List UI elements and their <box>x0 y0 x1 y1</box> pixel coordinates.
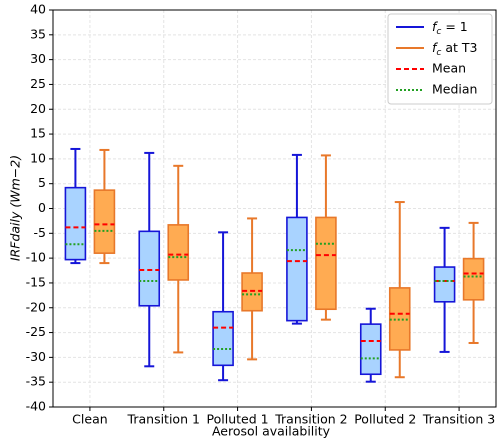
y-tick-label: -20 <box>26 299 46 314</box>
x-axis-label: Aerosol availability <box>212 424 331 439</box>
y-tick-label: 15 <box>30 126 46 141</box>
y-tick-label: 5 <box>38 175 46 190</box>
box <box>167 224 190 281</box>
box <box>315 216 337 311</box>
legend-label: Mean <box>432 61 466 76</box>
x-tick-label: Polluted 2 <box>354 412 416 427</box>
y-tick-label: 30 <box>30 51 46 66</box>
x-tick-label: Transition 3 <box>422 412 495 427</box>
y-tick-label: 25 <box>30 76 46 91</box>
box <box>212 310 234 367</box>
plot-frame <box>52 9 497 408</box>
legend-label: Median <box>432 82 477 97</box>
legend-label: fc = 1 <box>432 19 468 37</box>
y-tick-label: 20 <box>30 101 46 116</box>
y-tick-label: -15 <box>26 274 46 289</box>
y-tick-label: -25 <box>26 324 46 339</box>
box <box>138 230 161 307</box>
y-tick-label: 0 <box>38 200 46 215</box>
x-tick-label: Clean <box>72 412 107 427</box>
y-tick-label: -35 <box>26 374 46 389</box>
legend-label: fc at T3 <box>432 40 477 58</box>
x-tick-label: Polluted 1 <box>207 412 269 427</box>
x-tick-label: Transition 1 <box>127 412 200 427</box>
y-tick-label: -40 <box>26 399 46 414</box>
box <box>64 186 87 261</box>
legend-box <box>387 13 493 105</box>
box <box>286 216 308 322</box>
y-tick-label: 40 <box>30 2 46 17</box>
y-tick-label: 35 <box>30 26 46 41</box>
box <box>433 266 456 303</box>
x-tick-label: Transition 2 <box>274 412 347 427</box>
y-tick-label: -10 <box>26 250 46 265</box>
box <box>93 189 116 254</box>
box <box>462 257 485 301</box>
y-axis-label: IRFdaily (Wm−2) <box>8 155 23 261</box>
y-tick-label: -5 <box>34 225 46 240</box>
box <box>359 323 382 376</box>
y-tick-label: 10 <box>30 150 46 165</box>
y-tick-label: -30 <box>26 349 46 364</box>
